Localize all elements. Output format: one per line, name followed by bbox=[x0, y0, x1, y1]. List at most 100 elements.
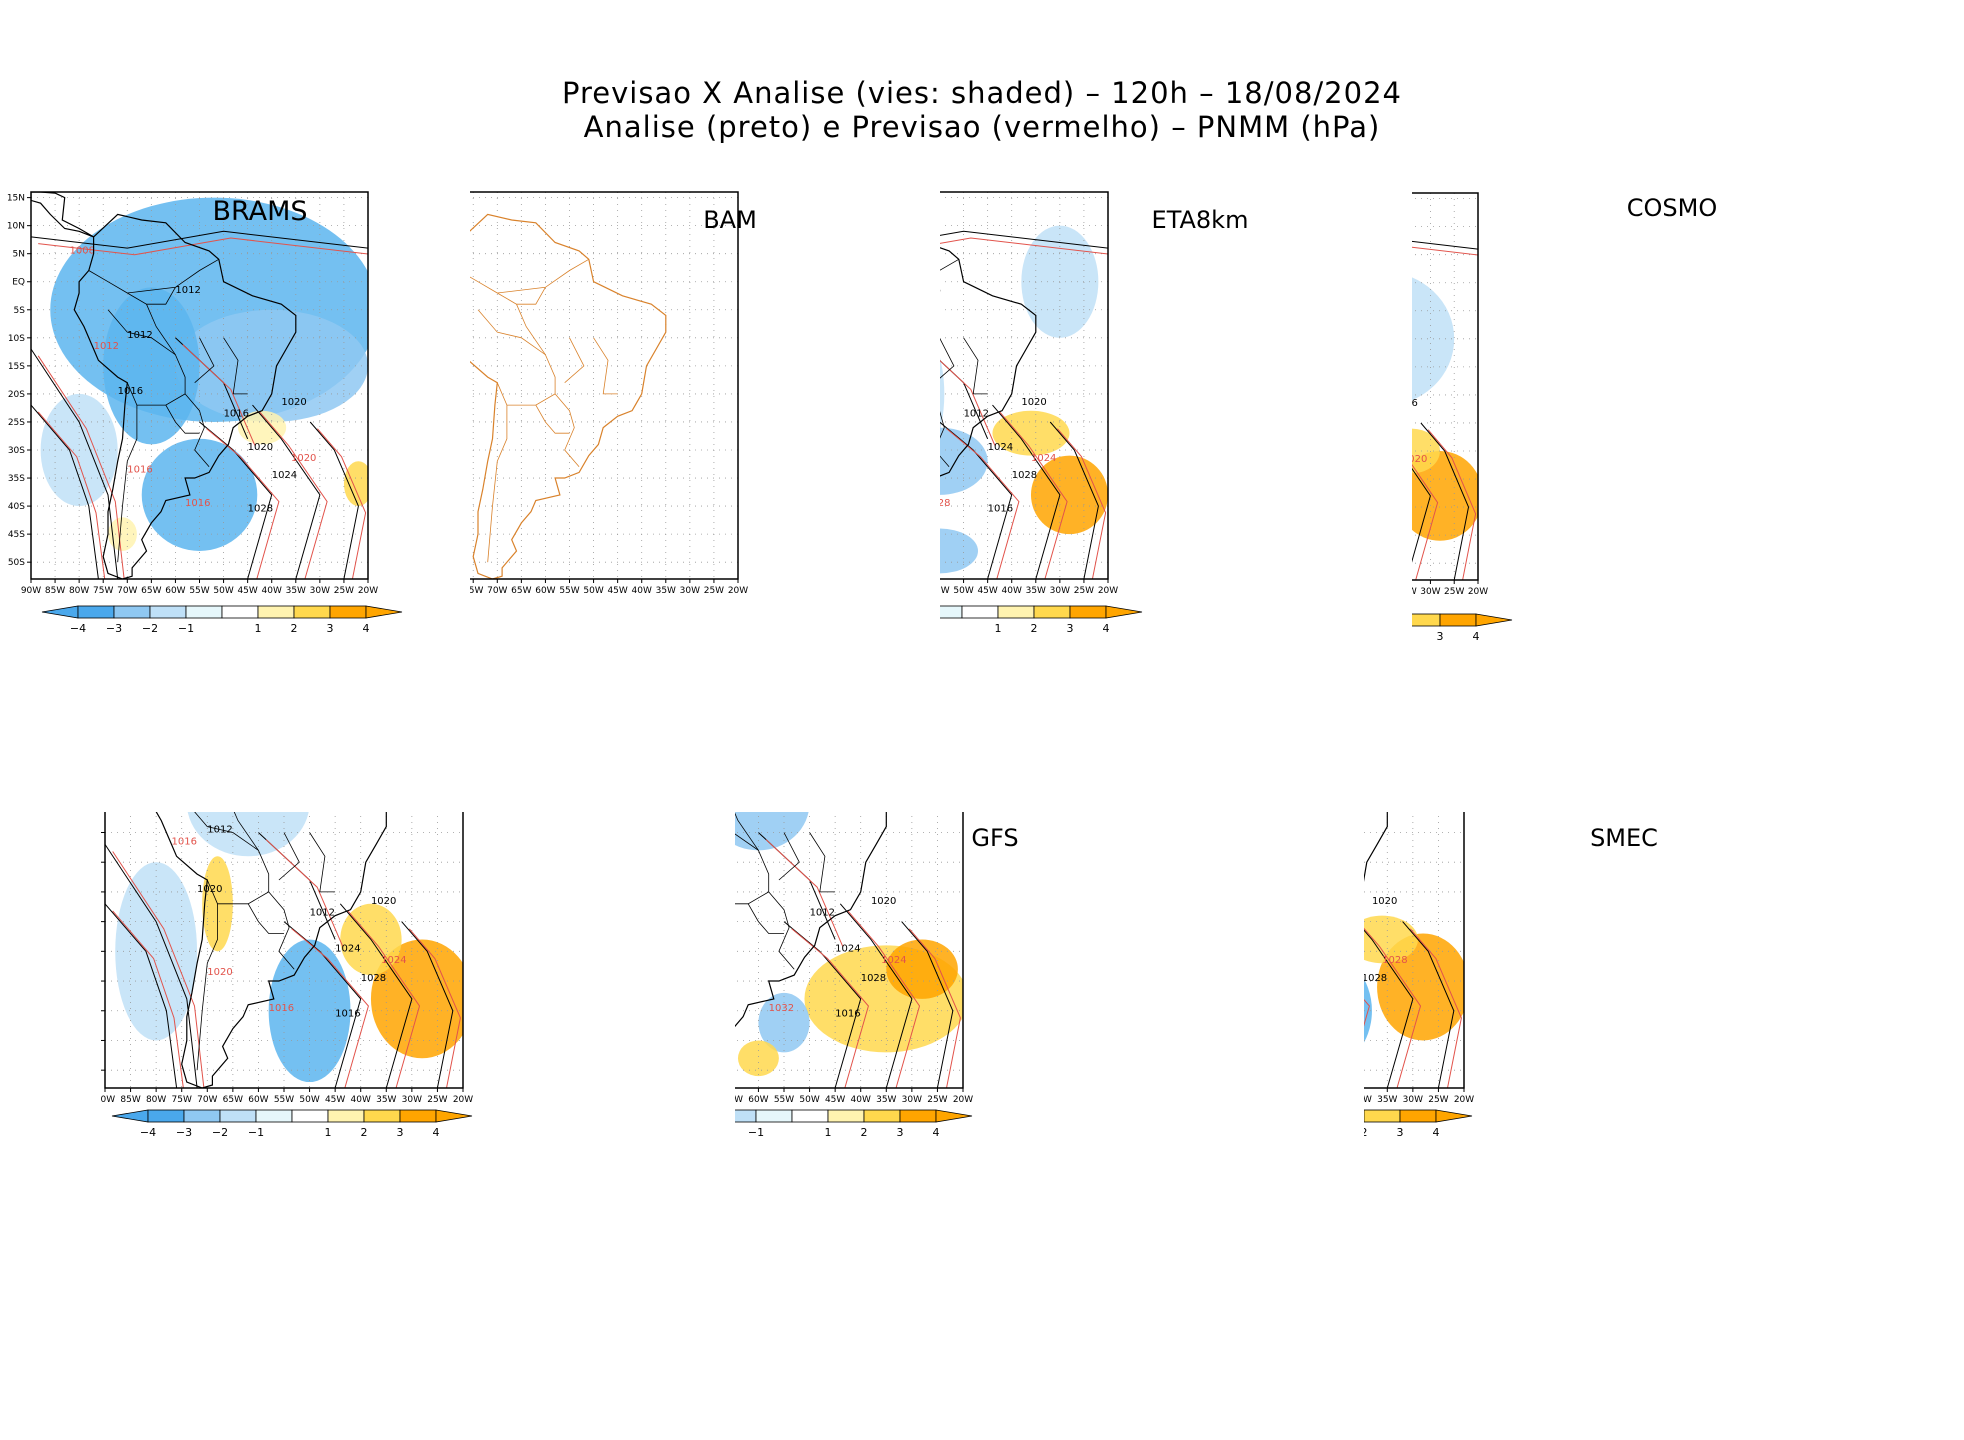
colorbar-segment bbox=[899, 1109, 937, 1123]
isobar-analysis bbox=[105, 903, 178, 1088]
lon-label: 25W bbox=[927, 1095, 947, 1105]
map-content: 1012101610201024102810161012102010121016… bbox=[771, 192, 1108, 579]
isobar-label-forecast: 1020 bbox=[207, 967, 232, 978]
isobar-analysis bbox=[252, 404, 321, 579]
colorbar-arrow-right bbox=[1475, 613, 1513, 627]
isobar-label-analysis: 1012 bbox=[310, 908, 335, 919]
lon-label: 50W bbox=[299, 1095, 319, 1105]
lon-label: 25W bbox=[427, 1095, 447, 1105]
panel-gfs: GFS 101210161020102410281016101210201012… bbox=[581, 677, 1215, 1436]
colorbar-segment bbox=[77, 605, 115, 619]
isobar-label-analysis: 1016 bbox=[988, 504, 1013, 515]
isobar-forecast bbox=[791, 928, 869, 1088]
map-content bbox=[401, 192, 738, 579]
isobar-label-forecast: 1032 bbox=[769, 1003, 794, 1014]
isobar-forecast bbox=[1152, 238, 1478, 257]
lon-label: 60W bbox=[248, 1095, 268, 1105]
isobar-label-forecast: 1016 bbox=[185, 498, 210, 509]
country-border bbox=[963, 337, 988, 395]
colorbar-segment bbox=[719, 1109, 757, 1123]
colorbar-arrow-right bbox=[1105, 605, 1143, 619]
lon-label: 75W bbox=[470, 586, 483, 596]
lat-label: 5N bbox=[13, 250, 25, 260]
isobar-label-analysis: 1024 bbox=[272, 470, 297, 481]
lat-label: 45S bbox=[8, 530, 25, 540]
lon-label: 80W bbox=[146, 1095, 166, 1105]
lat-label: 10N bbox=[7, 222, 25, 232]
isobar-label-forecast: 1012 bbox=[94, 341, 119, 352]
lon-label: 25W bbox=[1444, 587, 1464, 597]
colorbar-segment bbox=[863, 1109, 901, 1123]
isobar-analysis bbox=[839, 903, 913, 1088]
coastline-central-america bbox=[31, 192, 94, 238]
lon-label: 20W bbox=[1454, 1095, 1474, 1105]
isobar-forecast bbox=[408, 928, 461, 1088]
map-cosmo: 1012101610201024102810121020101610161020… bbox=[1121, 192, 1513, 643]
lon-label: 30W bbox=[310, 586, 330, 596]
colorbar-segment bbox=[183, 1109, 221, 1123]
lat-label: 5S bbox=[14, 306, 26, 316]
country-border bbox=[196, 903, 218, 1071]
isobar-forecast bbox=[1409, 928, 1462, 1088]
lon-label: 55W bbox=[189, 586, 209, 596]
country-border bbox=[146, 304, 176, 355]
lon-label: 35W bbox=[286, 586, 306, 596]
isobar-forecast bbox=[112, 910, 184, 1088]
country-border bbox=[107, 309, 210, 468]
isobar-analysis bbox=[31, 348, 119, 579]
isobar-forecast bbox=[1057, 428, 1107, 579]
lon-label: 65W bbox=[223, 1095, 243, 1105]
isobar-label-analysis: 1012 bbox=[810, 908, 835, 919]
lon-label: 85W bbox=[120, 1095, 140, 1105]
isobar-label-forecast: 1020 bbox=[1412, 454, 1427, 465]
lon-label: 40W bbox=[1364, 1095, 1372, 1105]
bias-shading bbox=[115, 862, 198, 1041]
colorbar-label: 2 bbox=[361, 1126, 368, 1139]
country-border bbox=[564, 337, 585, 384]
isobar-label-analysis: 1028 bbox=[361, 973, 386, 984]
bias-shading bbox=[238, 410, 287, 445]
lon-label: 45W bbox=[977, 586, 997, 596]
country-border bbox=[458, 270, 546, 305]
country-border bbox=[747, 903, 784, 934]
lon-label: 45W bbox=[607, 586, 627, 596]
colorbar-label: −4 bbox=[140, 1126, 156, 1139]
isobar-label-analysis: 1016 bbox=[1412, 398, 1418, 409]
isobar-label-analysis: 1028 bbox=[1364, 973, 1387, 984]
isobar-label-analysis: 1016 bbox=[118, 386, 143, 397]
isobar-analysis bbox=[1049, 421, 1099, 579]
colorbar-segment bbox=[755, 1109, 793, 1123]
country-border bbox=[477, 309, 580, 468]
map-bam: 15N10N5NEQ5S10S15S20S25S30S35S40S45S50S9… bbox=[377, 191, 748, 596]
bias-shading bbox=[758, 992, 810, 1053]
lon-label: 50W bbox=[799, 1095, 819, 1105]
country-border bbox=[165, 404, 200, 434]
lon-label: 75W bbox=[172, 1095, 192, 1105]
lon-label: 35W bbox=[376, 1095, 396, 1105]
panel-title: ETA8km bbox=[1151, 206, 1249, 234]
colorbar-segment bbox=[329, 605, 367, 619]
bias-shading bbox=[737, 1040, 779, 1077]
panel-eta: ETA8km 101210161020102410281016101210201… bbox=[747, 190, 1420, 800]
lon-label: 90W bbox=[100, 1095, 115, 1105]
isobar-analysis bbox=[339, 903, 413, 1088]
lon-label: 30W bbox=[902, 1095, 922, 1105]
isobar-label-analysis: 1020 bbox=[281, 397, 306, 408]
colorbar-label: 1 bbox=[995, 622, 1002, 635]
isobar-label-analysis: 1028 bbox=[1012, 470, 1037, 481]
lon-label: 65W bbox=[511, 586, 531, 596]
bias-shading bbox=[886, 939, 958, 999]
map-brams: 1012101210161020102410281016102010081012… bbox=[7, 191, 403, 635]
bias-shading bbox=[1030, 455, 1108, 535]
map-eta: 1012101610201024102810161012102010121016… bbox=[747, 191, 1143, 635]
lon-label: 20W bbox=[358, 586, 378, 596]
coastline-south-america bbox=[443, 213, 667, 579]
isobar-analysis bbox=[31, 404, 99, 579]
country-border bbox=[309, 832, 336, 893]
isobar-forecast bbox=[291, 928, 369, 1088]
colorbar-label: −2 bbox=[142, 622, 158, 635]
colorbar-label: −4 bbox=[70, 622, 86, 635]
